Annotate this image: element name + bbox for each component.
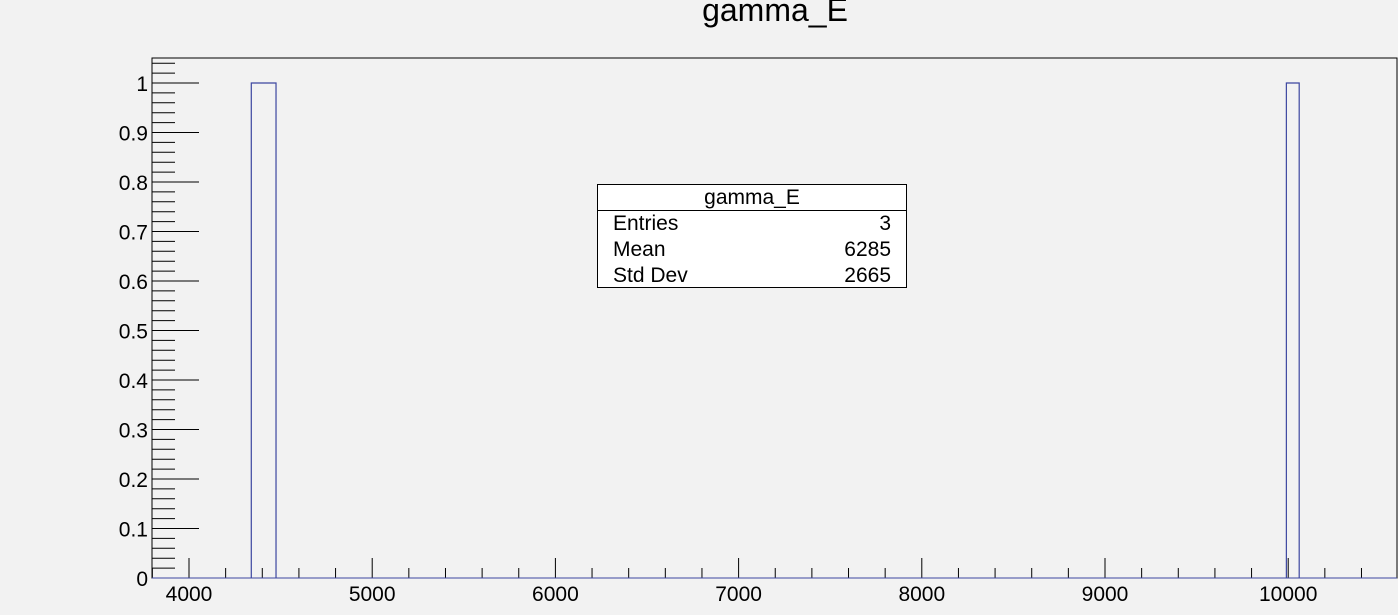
- x-tick-label: 7000: [715, 583, 762, 606]
- x-tick-label: 5000: [349, 583, 396, 606]
- chart-title: gamma_E: [702, 0, 848, 28]
- y-tick-label: 0.1: [119, 519, 148, 542]
- stats-label: Entries: [613, 212, 679, 235]
- y-tick-label: 0.5: [119, 321, 148, 344]
- stats-row-mean: Mean 6285: [598, 237, 906, 263]
- stats-row-std-dev: Std Dev 2665: [598, 263, 906, 289]
- y-tick-label: 0.9: [119, 123, 148, 146]
- y-tick-label: 0.8: [119, 172, 148, 195]
- stats-row-entries: Entries 3: [598, 211, 906, 237]
- x-tick-label: 6000: [532, 583, 579, 606]
- y-tick-label: 0.4: [119, 370, 149, 393]
- plot-frame: [151, 57, 1398, 579]
- y-tick-label: 0.3: [119, 420, 148, 443]
- y-tick-label: 0.7: [119, 222, 148, 245]
- x-tick-label: 9000: [1082, 583, 1129, 606]
- x-tick-label: 10000: [1259, 583, 1317, 606]
- y-tick-label: 1: [136, 73, 148, 96]
- statistics-box-title: gamma_E: [598, 185, 906, 211]
- statistics-box: gamma_E Entries 3 Mean 6285 Std Dev 2665: [597, 184, 907, 288]
- histogram-bin: [1285, 82, 1300, 578]
- y-tick-label: 0.2: [119, 469, 148, 492]
- stats-value: 6285: [844, 238, 891, 261]
- x-tick-label: 8000: [898, 583, 945, 606]
- stats-label: Mean: [613, 238, 666, 261]
- stats-value: 3: [879, 212, 891, 235]
- y-tick-label: 0: [136, 568, 148, 591]
- x-tick-label: 4000: [166, 583, 213, 606]
- stats-label: Std Dev: [613, 264, 688, 287]
- histogram-bin: [250, 82, 277, 578]
- stats-value: 2665: [844, 264, 891, 287]
- y-tick-label: 0.6: [119, 271, 148, 294]
